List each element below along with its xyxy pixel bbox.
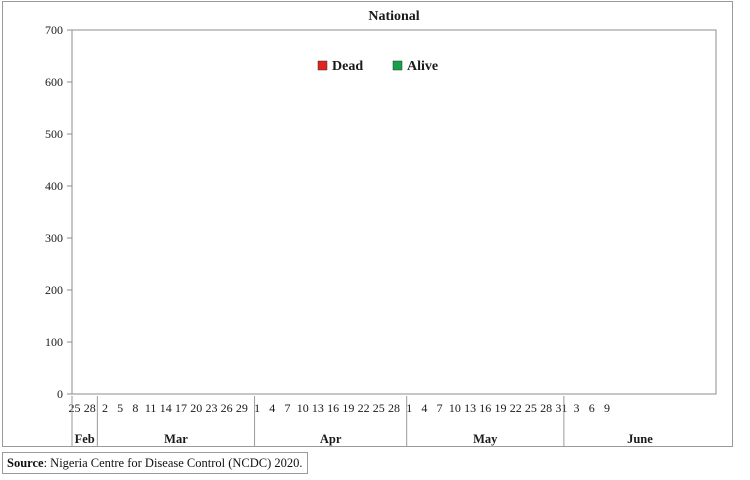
x-tick-label: 3 bbox=[574, 401, 580, 415]
chart-title: National bbox=[368, 9, 419, 24]
y-tick-label: 400 bbox=[45, 179, 63, 193]
legend-swatch-alive bbox=[392, 60, 403, 71]
x-tick-label: 1 bbox=[406, 401, 412, 415]
y-tick-label: 700 bbox=[45, 23, 63, 37]
x-tick-label: 7 bbox=[437, 401, 443, 415]
x-tick-label: 9 bbox=[604, 401, 610, 415]
x-tick-label: 25 bbox=[69, 401, 81, 415]
x-tick-label: 31 bbox=[555, 401, 567, 415]
x-tick-label: 1 bbox=[254, 401, 260, 415]
month-label: May bbox=[473, 432, 498, 446]
x-tick-label: 29 bbox=[236, 401, 248, 415]
x-tick-label: 10 bbox=[449, 401, 461, 415]
x-tick-label: 6 bbox=[589, 401, 595, 415]
x-tick-label: 5 bbox=[117, 401, 123, 415]
x-tick-label: 23 bbox=[205, 401, 217, 415]
legend-label-alive: Alive bbox=[407, 59, 438, 74]
source-label: Source bbox=[7, 456, 44, 470]
month-label: June bbox=[627, 432, 653, 446]
x-tick-label: 25 bbox=[373, 401, 385, 415]
x-tick-label: 4 bbox=[421, 401, 427, 415]
x-tick-label: 19 bbox=[494, 401, 506, 415]
x-tick-label: 8 bbox=[132, 401, 138, 415]
x-tick-label: 19 bbox=[342, 401, 354, 415]
x-tick-label: 22 bbox=[510, 401, 522, 415]
x-tick-label: 14 bbox=[160, 401, 172, 415]
y-tick-label: 200 bbox=[45, 283, 63, 297]
y-tick-label: 100 bbox=[45, 335, 63, 349]
x-tick-label: 26 bbox=[221, 401, 233, 415]
x-tick-label: 20 bbox=[190, 401, 202, 415]
y-tick-label: 0 bbox=[57, 387, 63, 401]
x-tick-label: 13 bbox=[312, 401, 324, 415]
plot-area bbox=[71, 29, 717, 395]
x-tick-label: 2 bbox=[102, 401, 108, 415]
x-tick-label: 28 bbox=[540, 401, 552, 415]
x-tick-label: 16 bbox=[327, 401, 339, 415]
source-text: : Nigeria Centre for Disease Control (NC… bbox=[43, 456, 303, 470]
x-tick-label: 13 bbox=[464, 401, 476, 415]
month-label: Mar bbox=[164, 432, 188, 446]
chart-frame bbox=[2, 1, 733, 447]
month-label: Apr bbox=[320, 432, 342, 446]
x-tick-label: 11 bbox=[145, 401, 157, 415]
x-tick-label: 28 bbox=[84, 401, 96, 415]
y-tick-label: 300 bbox=[45, 231, 63, 245]
y-tick-label: 500 bbox=[45, 127, 63, 141]
x-tick-label: 22 bbox=[358, 401, 370, 415]
month-label: Feb bbox=[75, 432, 95, 446]
x-tick-label: 17 bbox=[175, 401, 187, 415]
x-tick-label: 16 bbox=[479, 401, 491, 415]
x-tick-label: 25 bbox=[525, 401, 537, 415]
source-note: Source: Nigeria Centre for Disease Contr… bbox=[2, 452, 308, 474]
x-tick-label: 7 bbox=[285, 401, 291, 415]
legend-swatch-dead bbox=[317, 60, 328, 71]
x-tick-label: 4 bbox=[269, 401, 275, 415]
y-tick-label: 600 bbox=[45, 75, 63, 89]
x-tick-label: 10 bbox=[297, 401, 309, 415]
legend-label-dead: Dead bbox=[332, 59, 363, 74]
x-tick-label: 28 bbox=[388, 401, 400, 415]
